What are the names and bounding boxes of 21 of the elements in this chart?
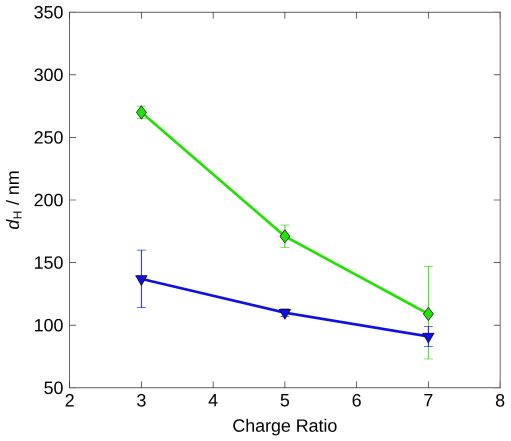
y-tick-label: 100 <box>35 318 63 332</box>
point <box>280 229 290 244</box>
y-tick-label: 350 <box>34 6 63 18</box>
x-tick-label: 8 <box>496 394 504 406</box>
y-tick-label: 150 <box>35 256 63 269</box>
y-tick-label: 250 <box>34 130 63 144</box>
y-axis-title: d$_{H}$ / nm <box>6 171 22 229</box>
y-tick-label: 50 <box>44 381 63 394</box>
point <box>423 306 434 321</box>
x-tick-label: 4 <box>208 394 218 406</box>
x-tick-label: 6 <box>352 394 361 406</box>
point <box>135 275 148 286</box>
x-tick-label: 3 <box>137 394 146 406</box>
x-tick-label: 5 <box>280 394 290 406</box>
x-tick-label: 7 <box>424 394 432 406</box>
point <box>422 332 434 344</box>
x-tick-label: 2 <box>66 394 74 406</box>
point <box>278 308 291 320</box>
y-tick-label: 300 <box>34 68 63 81</box>
y-tick-label: 200 <box>34 194 63 206</box>
x-axis-title: Charge Ratio <box>233 418 337 436</box>
